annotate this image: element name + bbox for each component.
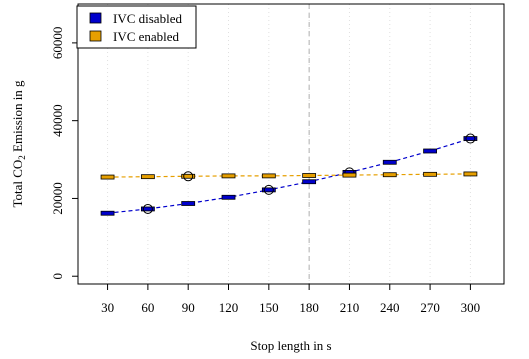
series-layer — [100, 133, 478, 216]
data-marker-0 — [181, 201, 196, 206]
y-axis-label-subscript: 2 — [17, 155, 27, 160]
y-tick-label: 20000 — [50, 182, 65, 215]
y-tick-label: 0 — [50, 273, 65, 280]
y-tick-label: 40000 — [50, 104, 65, 136]
x-tick-label: 270 — [420, 300, 440, 315]
data-marker-1 — [423, 171, 437, 177]
data-marker-0 — [140, 206, 155, 212]
series-line-0 — [107, 138, 471, 214]
axis-layer: 30 60 90 120 150 180 210 240 270 300 0 20000 40000 60… — [50, 27, 480, 315]
x-tick-label: 120 — [219, 300, 239, 315]
legend: IVC disabled IVC enabled — [76, 5, 197, 49]
x-tick-label: 300 — [461, 300, 481, 315]
plot-frame — [77, 3, 505, 285]
x-tick-label: 210 — [340, 300, 360, 315]
data-marker-1 — [100, 174, 115, 180]
data-marker-0 — [100, 210, 115, 216]
circle-marker-0 — [142, 203, 153, 214]
x-tick-label: 180 — [299, 300, 319, 315]
data-marker-0 — [423, 148, 437, 154]
data-marker-0 — [382, 159, 397, 165]
data-marker-1 — [463, 171, 478, 177]
y-axis-label-prefix: Total CO — [10, 160, 25, 208]
data-marker-1 — [382, 172, 397, 178]
data-marker-1 — [302, 173, 317, 178]
x-tick-label: 240 — [380, 300, 400, 315]
data-marker-0 — [302, 179, 317, 185]
data-marker-0 — [221, 194, 236, 200]
data-marker-1 — [181, 173, 196, 179]
y-axis-label-suffix: Emission in g — [10, 80, 25, 155]
y-tick-label: 60000 — [50, 27, 65, 60]
x-tick-label: 30 — [101, 300, 114, 315]
x-tick-label: 150 — [259, 300, 279, 315]
data-marker-1 — [140, 174, 155, 180]
circle-marker-0 — [263, 184, 274, 195]
circle-marker-1 — [183, 171, 194, 182]
data-marker-1 — [221, 173, 236, 179]
y-axis-label: Total CO2 Emission in g — [10, 80, 27, 208]
legend-swatch-ivc-disabled — [89, 12, 102, 24]
data-marker-1 — [342, 172, 357, 178]
data-marker-1 — [261, 173, 276, 179]
x-tick-label: 90 — [182, 300, 195, 315]
legend-label-ivc-enabled: IVC enabled — [113, 29, 180, 44]
series-line-1 — [107, 173, 471, 178]
data-marker-0 — [463, 136, 478, 141]
legend-label-ivc-disabled: IVC disabled — [113, 11, 182, 26]
legend-swatch-ivc-enabled — [89, 30, 102, 42]
x-tick-label: 60 — [141, 300, 154, 315]
circle-marker-0 — [465, 133, 476, 144]
data-marker-0 — [261, 187, 276, 193]
x-axis-label: Stop length in s — [250, 338, 331, 353]
